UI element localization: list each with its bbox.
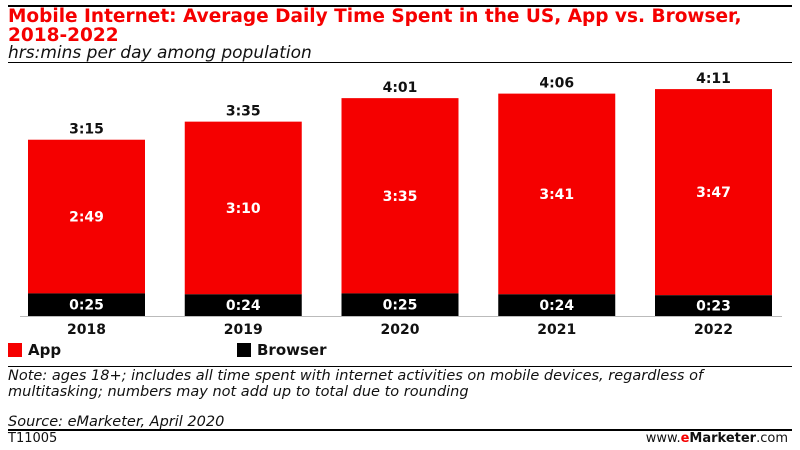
bar-browser-2021 (498, 294, 616, 316)
bar-app-2018 (28, 139, 145, 294)
bar-app-2021 (498, 93, 616, 295)
bar-app-2022 (655, 89, 772, 296)
note-rule (8, 366, 792, 367)
chart-code: T11005 (8, 431, 58, 446)
bar-browser-2018 (28, 293, 145, 316)
bar-app-2019 (184, 121, 302, 295)
footer-rule (8, 429, 792, 431)
legend-app: App (8, 341, 61, 359)
data-label-total-2019: 3:35 (226, 104, 261, 120)
site-prefix: www. (645, 431, 681, 446)
data-label-app-2018: 2:49 (69, 210, 104, 226)
bar-browser-2020 (341, 293, 459, 316)
legend-browser: Browser (237, 341, 327, 359)
chart-source: Source: eMarketer, April 2020 (8, 414, 225, 430)
data-label-app-2022: 3:47 (696, 185, 731, 201)
data-label-app-2021: 3:41 (539, 187, 574, 203)
data-label-app-2020: 3:35 (383, 189, 418, 205)
data-label-total-2022: 4:11 (696, 71, 731, 87)
data-label-browser-2021: 0:24 (539, 298, 574, 314)
bar-app-2020 (341, 98, 459, 294)
site-e: e (680, 431, 690, 446)
data-label-total-2018: 3:15 (69, 122, 104, 138)
chart-note: Note: ages 18+; includes all time spent … (8, 368, 704, 400)
data-label-browser-2020: 0:25 (383, 298, 418, 314)
data-label-total-2021: 4:06 (539, 76, 574, 92)
data-label-total-2020: 4:01 (383, 80, 418, 96)
x-tick-label-2021: 2021 (537, 322, 576, 338)
x-tick-label-2019: 2019 (224, 322, 263, 338)
legend-label-app: App (28, 341, 62, 359)
legend-swatch-browser (237, 343, 251, 357)
chart-title: Mobile Internet: Average Daily Time Spen… (8, 6, 742, 46)
x-tick-label-2018: 2018 (67, 322, 106, 338)
site-suffix: .com (756, 431, 788, 446)
chart-subtitle: hrs:mins per day among population (8, 43, 312, 63)
bar-browser-2022 (655, 295, 772, 316)
bar-chart: 2:49 0:25 3:15 2018 3:10 0:24 3:35 2019 3:35 0:25… (20, 71, 782, 338)
data-label-app-2019: 3:10 (226, 201, 261, 217)
legend-label-browser: Browser (257, 341, 327, 359)
top-rule (8, 5, 792, 7)
data-label-browser-2018: 0:25 (69, 298, 104, 314)
data-label-browser-2019: 0:24 (226, 298, 261, 314)
legend-swatch-app (8, 343, 22, 357)
site-brand: Marketer (689, 431, 757, 446)
x-tick-label-2020: 2020 (381, 322, 420, 338)
site-link[interactable]: www.eMarketer.com (646, 431, 788, 446)
data-label-browser-2022: 0:23 (696, 299, 731, 315)
subtitle-rule (8, 62, 792, 63)
x-tick-label-2022: 2022 (694, 322, 733, 338)
bar-browser-2019 (184, 294, 302, 316)
